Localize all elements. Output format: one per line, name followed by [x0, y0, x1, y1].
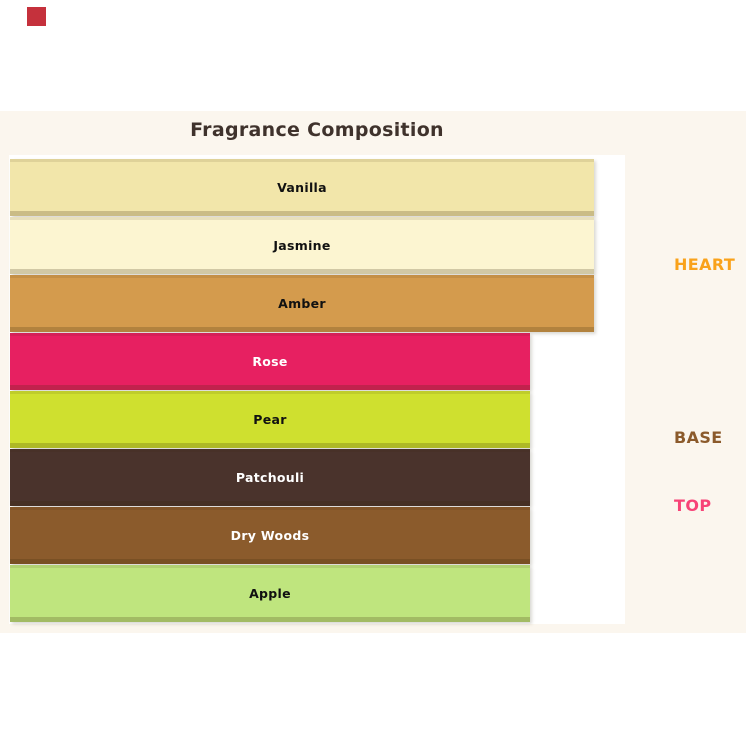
bar-label: Jasmine	[273, 238, 331, 253]
group-label-top: TOP	[674, 496, 712, 515]
chart-title: Fragrance Composition	[190, 119, 444, 141]
bar-label: Dry Woods	[230, 528, 310, 543]
chart-figure: Fragrance Composition Vanilla Jasmine Ambe…	[0, 111, 746, 633]
group-label-heart: HEART	[674, 255, 736, 274]
bar-vanilla: Vanilla	[10, 159, 594, 216]
bar-apple: Apple	[10, 565, 530, 622]
bar-amber: Amber	[10, 275, 594, 332]
bar-label: Apple	[249, 586, 291, 601]
bar-dry-woods: Dry Woods	[10, 507, 530, 564]
bar-label: Vanilla	[277, 180, 327, 195]
bar-label: Rose	[252, 354, 288, 369]
group-label-base: BASE	[674, 428, 723, 447]
bar-patchouli: Patchouli	[10, 449, 530, 506]
bar-jasmine: Jasmine	[10, 217, 594, 274]
bar-label: Amber	[278, 296, 326, 311]
red-marker	[27, 7, 46, 26]
bar-label: Patchouli	[235, 470, 305, 485]
bar-label: Pear	[253, 412, 287, 427]
bar-pear: Pear	[10, 391, 530, 448]
bar-rose: Rose	[10, 333, 530, 390]
